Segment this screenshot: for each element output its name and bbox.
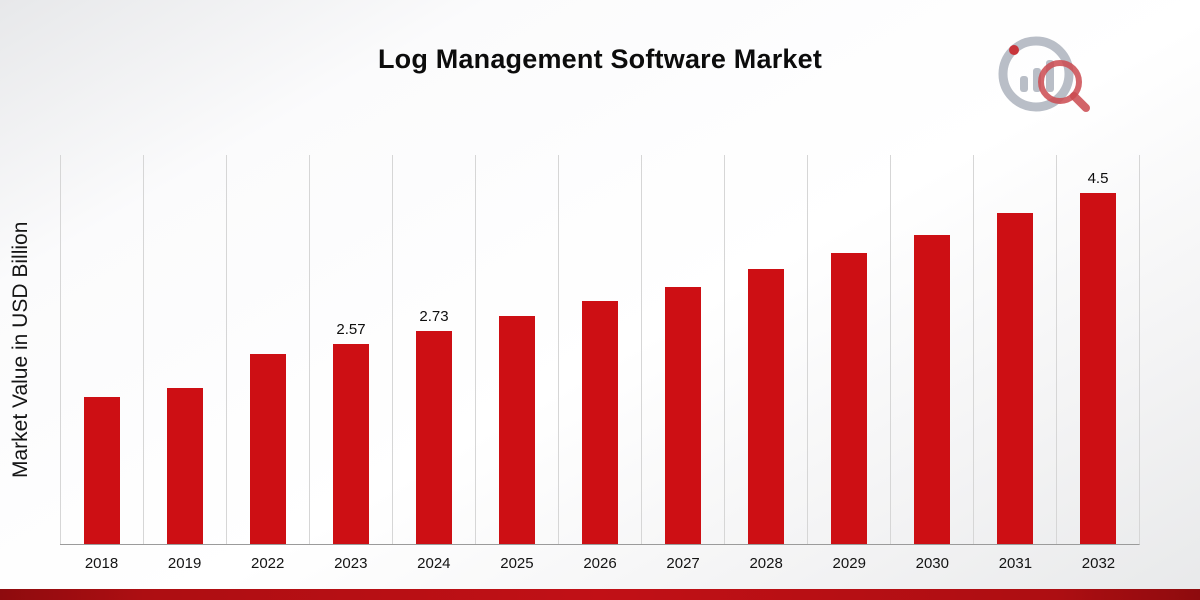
chart-column-2028 bbox=[724, 155, 807, 544]
x-tick-label-2028: 2028 bbox=[749, 555, 783, 572]
plot-area: 2.57 2.73 4.5 bbox=[60, 155, 1140, 545]
chart-column-2026 bbox=[558, 155, 641, 544]
bar-2030 bbox=[914, 235, 950, 544]
bar-value-label-2032: 4.5 bbox=[1087, 170, 1109, 187]
chart-column-2027 bbox=[641, 155, 724, 544]
x-tick-label-2030: 2030 bbox=[915, 555, 949, 572]
x-axis-ticks: 2018 2019 2022 2023 2024 2025 2026 2027 2028 2029… bbox=[60, 552, 1140, 576]
chart-column-2023: 2.57 bbox=[309, 155, 392, 544]
bar-2028 bbox=[748, 268, 784, 544]
x-tick-label-2025: 2025 bbox=[500, 555, 534, 572]
bar-value-label-2024: 2.73 bbox=[419, 308, 449, 326]
logo-ring bbox=[998, 36, 1074, 112]
x-tick-label-2027: 2027 bbox=[666, 555, 700, 572]
x-tick-label-2022: 2022 bbox=[251, 555, 285, 572]
bar-2024 bbox=[416, 331, 452, 544]
bar-2022 bbox=[250, 353, 286, 544]
x-tick-label-2029: 2029 bbox=[832, 555, 866, 572]
bar-2032 bbox=[1080, 193, 1116, 544]
bar-2018 bbox=[84, 396, 120, 544]
chart-title: Log Management Software Market bbox=[377, 44, 823, 74]
x-tick-label-2031: 2031 bbox=[998, 555, 1033, 572]
bar-2023 bbox=[333, 343, 369, 544]
logo-red-dot bbox=[1009, 45, 1019, 55]
chart-column-2031 bbox=[973, 155, 1056, 544]
bar-2019 bbox=[167, 388, 203, 544]
bar-2026 bbox=[582, 301, 618, 544]
bar-2025 bbox=[499, 316, 535, 544]
chart-column-2024: 2.73 bbox=[392, 155, 475, 544]
brand-logo-graphic bbox=[998, 36, 1090, 112]
chart-column-2032: 4.5 bbox=[1056, 155, 1139, 544]
chart-column-2025 bbox=[475, 155, 558, 544]
x-tick-label-2023: 2023 bbox=[334, 555, 368, 572]
x-tick-label-2032: 2032 bbox=[1081, 555, 1116, 572]
magnifier-icon bbox=[1038, 60, 1090, 112]
x-tick-label-2019: 2019 bbox=[167, 555, 202, 572]
chart-column-2019 bbox=[143, 155, 226, 544]
y-axis-label: Market Value in USD Billion bbox=[9, 221, 32, 479]
x-tick-label-2018: 2018 bbox=[84, 555, 119, 572]
footer-accent-bar bbox=[0, 589, 1200, 600]
x-tick-label-2026: 2026 bbox=[583, 555, 617, 572]
chart-column-2029 bbox=[807, 155, 890, 544]
bar-2029 bbox=[831, 253, 867, 544]
bar-value-label-2023: 2.57 bbox=[336, 320, 366, 338]
x-tick-label-2024: 2024 bbox=[417, 555, 451, 572]
chart-column-2030 bbox=[890, 155, 973, 544]
chart-column-2022 bbox=[226, 155, 309, 544]
bar-2031 bbox=[997, 212, 1033, 544]
brand-logo bbox=[994, 32, 1094, 116]
chart-column-2018 bbox=[60, 155, 143, 544]
bar-2027 bbox=[665, 286, 701, 544]
